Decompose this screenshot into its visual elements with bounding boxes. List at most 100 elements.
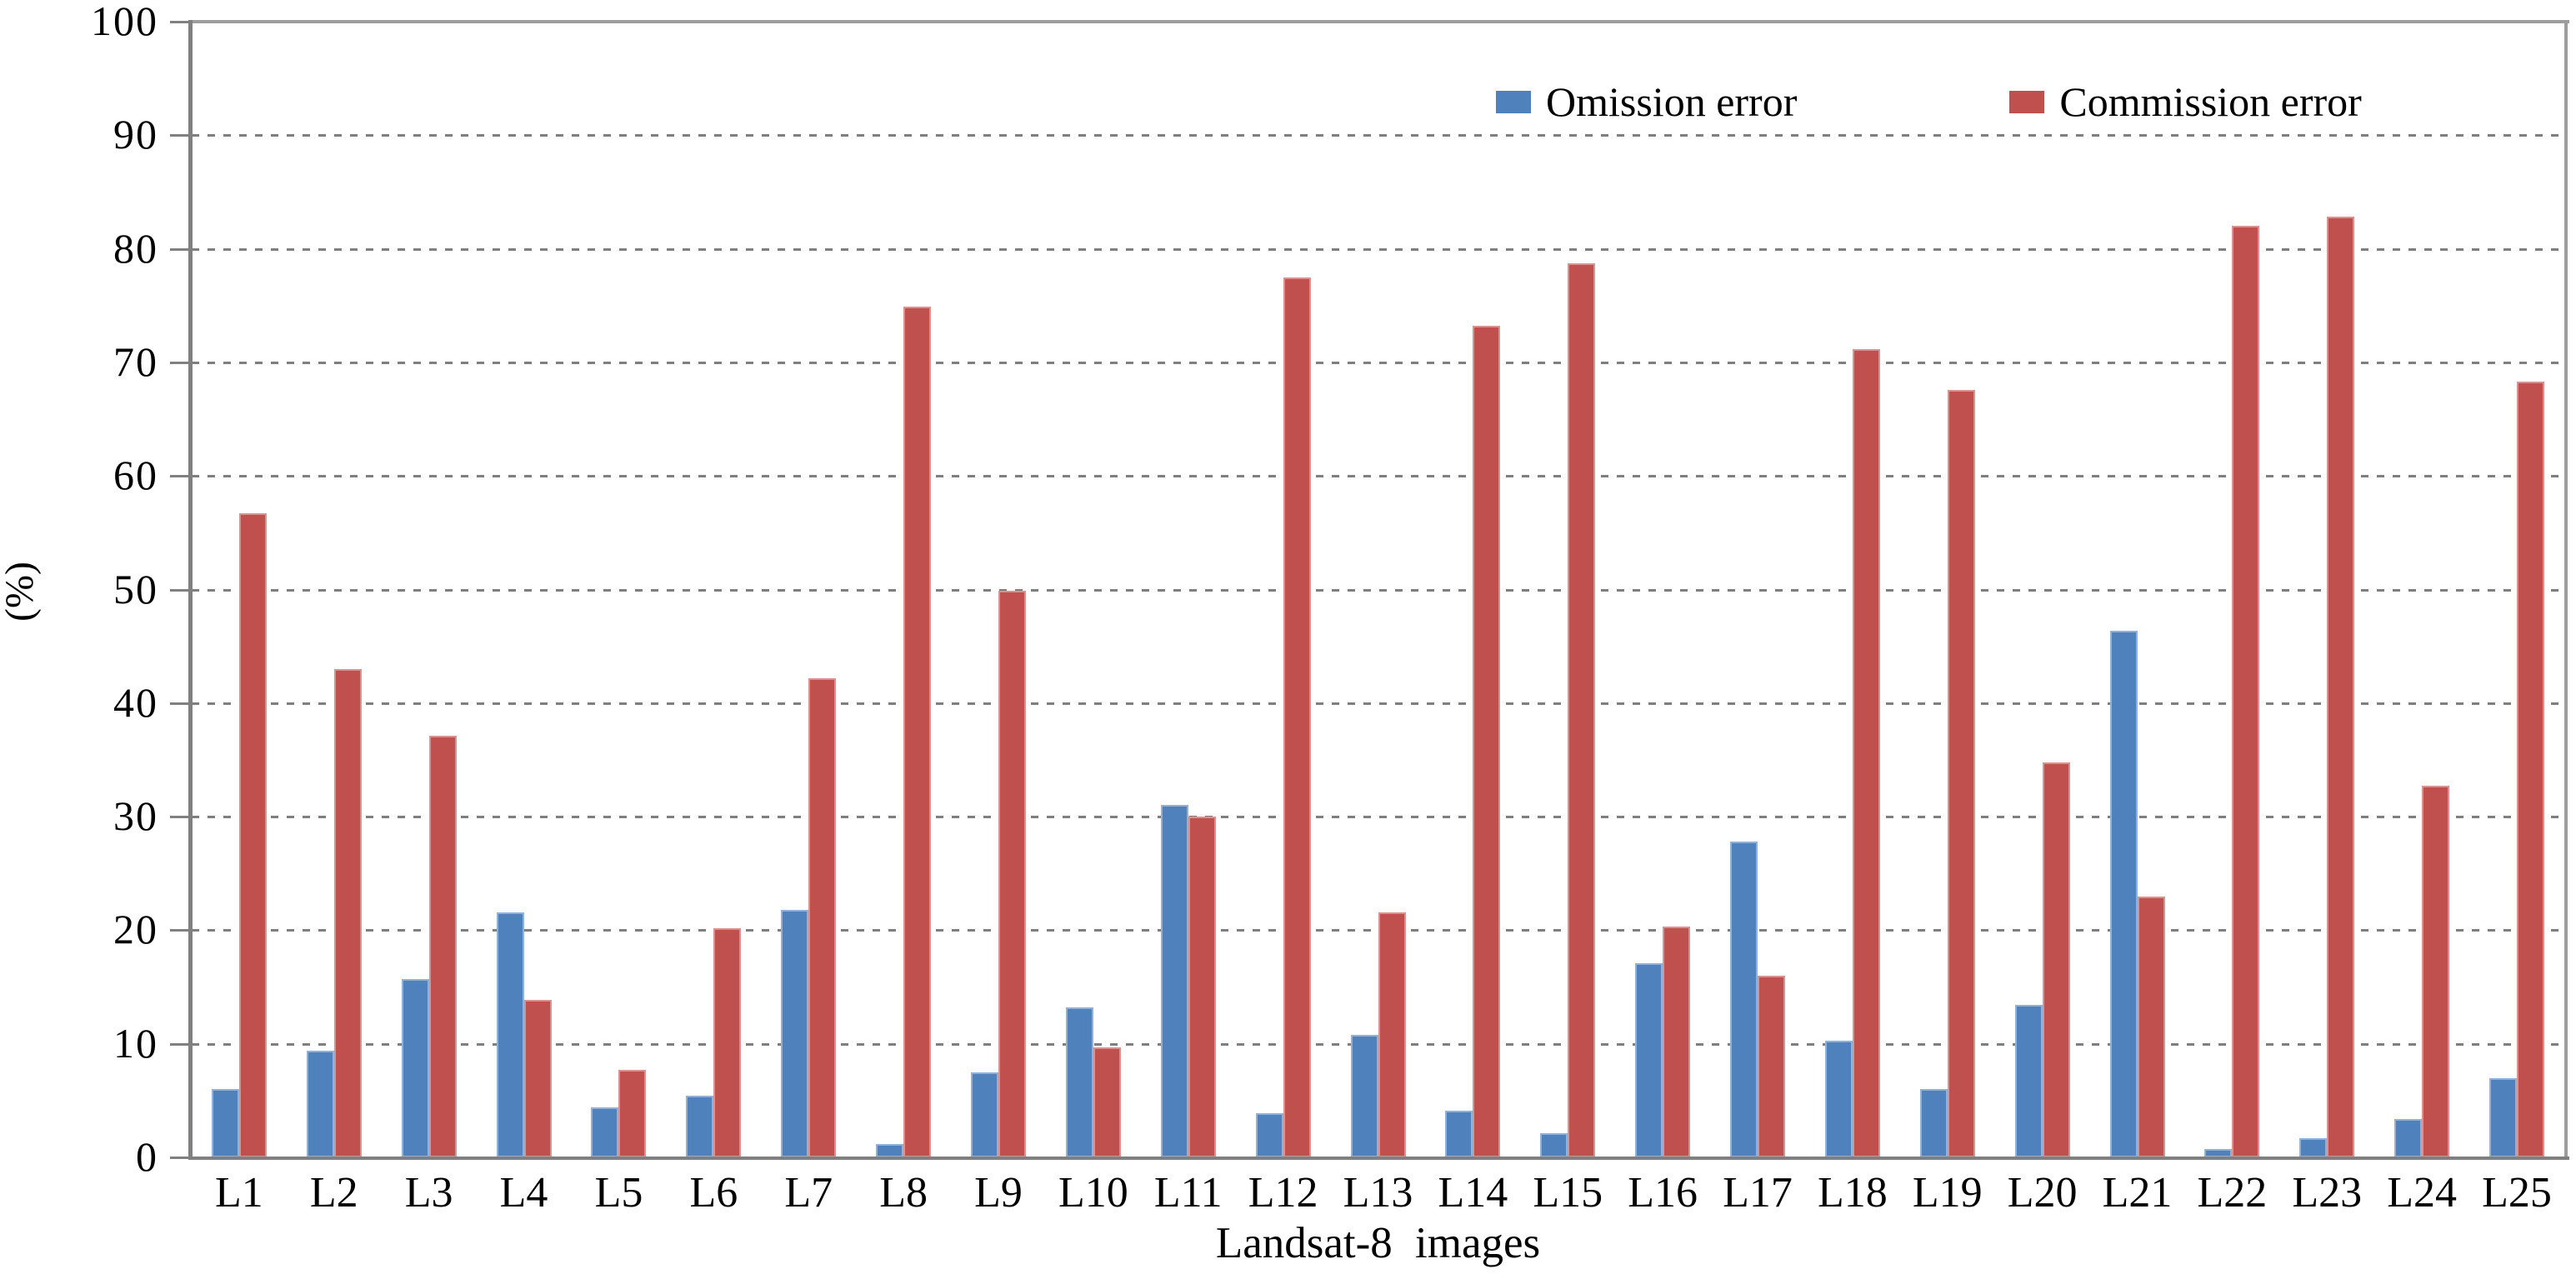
bar-commission-L8 (903, 307, 932, 1157)
y-tick-label-80: 80 (113, 224, 158, 272)
legend-item-commission: Commission error (2009, 77, 2362, 127)
bar-omission-L16 (1635, 962, 1663, 1157)
gridline-40 (192, 702, 2564, 705)
x-tick-label-L14: L14 (1438, 1169, 1508, 1217)
bar-omission-L17 (1730, 842, 1758, 1157)
x-tick-label-L11: L11 (1153, 1169, 1223, 1217)
bar-omission-L5 (591, 1107, 619, 1157)
y-tick-label-30: 30 (113, 792, 158, 840)
y-tick-label-90: 90 (113, 111, 158, 158)
bar-commission-L4 (523, 999, 552, 1157)
bar-omission-L7 (781, 909, 809, 1157)
bar-omission-L23 (2299, 1137, 2328, 1157)
y-tick-mark-0 (170, 1157, 188, 1159)
y-axis-line (188, 20, 193, 1159)
bar-commission-L3 (428, 736, 457, 1157)
y-tick-mark-30 (170, 816, 188, 819)
y-tick-label-50: 50 (113, 565, 158, 612)
x-tick-label-L9: L9 (974, 1169, 1023, 1217)
legend-swatch-omission-icon (1496, 90, 1531, 113)
gridline-70 (192, 361, 2564, 364)
x-tick-label-L24: L24 (2387, 1169, 2458, 1217)
y-tick-label-10: 10 (113, 1019, 158, 1067)
x-tick-label-L1: L1 (215, 1169, 263, 1217)
bar-commission-L13 (1378, 912, 1406, 1157)
gridline-50 (192, 588, 2564, 592)
gridline-30 (192, 816, 2564, 819)
x-tick-label-L23: L23 (2292, 1169, 2363, 1217)
x-tick-label-L13: L13 (1343, 1169, 1413, 1217)
legend-swatch-commission-icon (2009, 90, 2045, 113)
bar-commission-L5 (618, 1070, 647, 1157)
x-tick-label-L3: L3 (404, 1169, 453, 1217)
bar-commission-L17 (1758, 975, 1786, 1157)
bar-commission-L1 (238, 513, 267, 1157)
x-tick-label-L12: L12 (1248, 1169, 1318, 1217)
y-tick-mark-10 (170, 1042, 188, 1046)
bar-commission-L7 (808, 677, 837, 1157)
bar-commission-L6 (713, 927, 742, 1157)
bar-omission-L2 (306, 1050, 334, 1157)
x-tick-label-L22: L22 (2197, 1169, 2268, 1217)
bar-commission-L20 (2042, 762, 2070, 1157)
bar-commission-L21 (2137, 896, 2165, 1157)
y-tick-mark-50 (170, 588, 188, 592)
bar-commission-L18 (1852, 348, 1880, 1157)
x-tick-label-L15: L15 (1533, 1169, 1603, 1217)
x-axis-line (188, 1157, 2569, 1160)
y-tick-label-0: 0 (136, 1133, 158, 1180)
y-tick-mark-100 (170, 21, 188, 23)
legend-label-commission: Commission error (2059, 78, 2362, 125)
bar-omission-L4 (496, 912, 524, 1157)
x-tick-label-L21: L21 (2102, 1169, 2173, 1217)
bar-omission-L12 (1255, 1112, 1283, 1157)
legend: Omission error Commission error (1496, 77, 2362, 127)
bar-commission-L22 (2232, 226, 2260, 1157)
x-tick-label-L7: L7 (784, 1169, 833, 1217)
x-tick-label-L18: L18 (1818, 1169, 1888, 1217)
x-tick-label-L16: L16 (1628, 1169, 1698, 1217)
y-tick-mark-40 (170, 702, 188, 705)
bar-omission-L24 (2394, 1118, 2423, 1157)
y-tick-label-100: 100 (91, 0, 158, 44)
x-tick-label-L5: L5 (594, 1169, 643, 1217)
bar-omission-L8 (876, 1143, 904, 1157)
bar-omission-L14 (1445, 1111, 1473, 1157)
x-tick-label-L8: L8 (879, 1169, 928, 1217)
bar-omission-L3 (401, 979, 429, 1157)
bar-commission-L16 (1663, 927, 1691, 1157)
bar-commission-L12 (1283, 277, 1311, 1157)
x-tick-label-L20: L20 (2007, 1169, 2078, 1217)
x-tick-label-L2: L2 (309, 1169, 358, 1217)
bar-commission-L19 (1947, 389, 1975, 1157)
x-tick-label-L6: L6 (689, 1169, 738, 1217)
bar-commission-L25 (2517, 382, 2545, 1157)
y-tick-label-70: 70 (113, 337, 158, 385)
x-axis-title: Landsat-8 images (1215, 1219, 1541, 1267)
y-tick-mark-20 (170, 929, 188, 932)
bar-commission-L24 (2422, 786, 2450, 1157)
bar-omission-L21 (2109, 630, 2138, 1157)
y-tick-label-40: 40 (113, 678, 158, 726)
x-tick-label-L19: L19 (1912, 1169, 1983, 1217)
gridline-80 (192, 247, 2564, 251)
bar-omission-L19 (1919, 1089, 1948, 1157)
bar-commission-L11 (1188, 817, 1216, 1157)
y-tick-label-60: 60 (113, 452, 158, 499)
x-tick-label-L25: L25 (2482, 1169, 2552, 1217)
bar-omission-L1 (211, 1089, 239, 1157)
plot-border-right (2564, 20, 2568, 1159)
x-tick-label-L17: L17 (1723, 1169, 1793, 1217)
y-tick-mark-70 (170, 361, 188, 364)
bar-omission-L10 (1065, 1007, 1093, 1157)
bar-omission-L11 (1160, 805, 1188, 1157)
bar-omission-L18 (1824, 1040, 1853, 1157)
y-tick-mark-90 (170, 134, 188, 137)
gridline-60 (192, 475, 2564, 478)
plot-border-top (188, 20, 2569, 23)
gridline-90 (192, 134, 2564, 137)
bar-commission-L23 (2327, 217, 2355, 1157)
x-tick-label-L4: L4 (499, 1169, 548, 1217)
bar-omission-L25 (2489, 1077, 2518, 1157)
